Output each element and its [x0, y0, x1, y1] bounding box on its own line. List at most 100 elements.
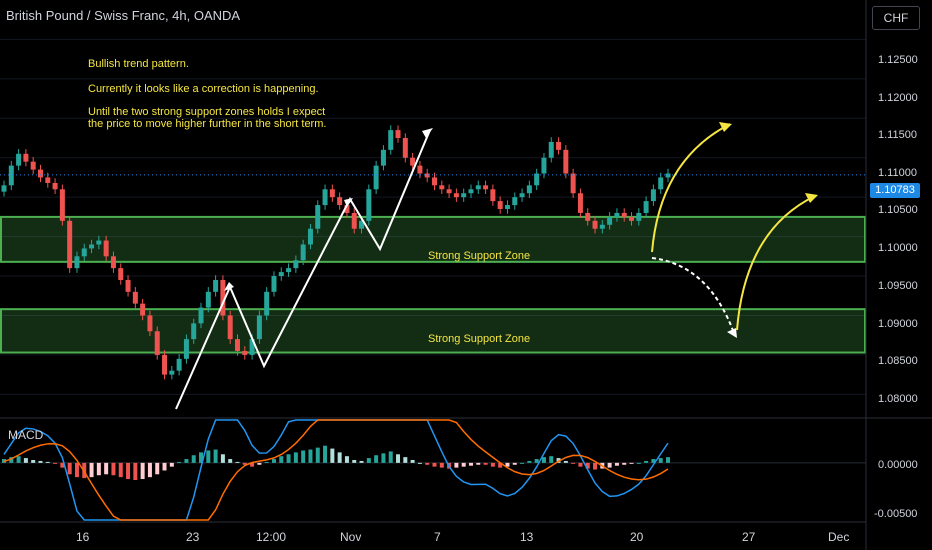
candle-body [344, 205, 350, 213]
candle-body [154, 331, 160, 355]
candle-body [366, 189, 372, 221]
x-tick: 7 [434, 530, 441, 544]
candle-body [59, 189, 65, 221]
candle-body [585, 212, 591, 221]
macd-tick: 0.00000 [878, 459, 918, 471]
signal-line [3, 419, 669, 521]
macd-bar [425, 462, 430, 465]
macd-bar [140, 462, 145, 480]
candle-body [424, 173, 430, 178]
candle-body [220, 279, 226, 316]
macd-bar [235, 461, 240, 463]
arrowhead [719, 122, 732, 132]
candle-body [147, 315, 153, 332]
macd-bar [242, 462, 247, 465]
support-zones [0, 215, 866, 354]
y-tick: 1.09000 [878, 318, 918, 330]
macd-bar [286, 454, 291, 463]
candle-body [234, 339, 240, 351]
macd-bar [417, 462, 422, 464]
macd-bar [520, 462, 525, 464]
macd-bar [271, 459, 276, 463]
candle-body [37, 169, 43, 178]
candle-body [103, 240, 109, 257]
candle-body [468, 189, 474, 194]
candle-body [110, 256, 116, 269]
candle-body [183, 339, 189, 359]
macd-bar [9, 457, 14, 463]
y-tick: 1.10000 [878, 242, 918, 254]
candle-body [249, 339, 255, 355]
candle-body [432, 177, 438, 186]
y-tick: 1.08500 [878, 355, 918, 367]
macd-bar [388, 451, 393, 463]
macd-bar [228, 459, 233, 463]
candle-body [439, 185, 445, 190]
x-tick: 23 [186, 530, 200, 544]
candle-body [402, 138, 408, 158]
macd-bar [293, 452, 298, 463]
candle-body [483, 185, 489, 190]
candle-body [395, 130, 401, 139]
candle-body [271, 276, 277, 292]
candle-body [417, 165, 423, 174]
macd-bar [476, 462, 481, 465]
macd-bar [16, 456, 21, 463]
macd-bar [264, 461, 269, 463]
macd-bar [257, 462, 262, 465]
macd-bar [527, 460, 532, 463]
candle-body [636, 212, 642, 221]
macd-bar [96, 462, 101, 476]
candle-body [132, 291, 138, 304]
macd-bar [636, 462, 641, 464]
macd-bar [541, 457, 546, 463]
macd-bar [374, 455, 379, 463]
candle-body [526, 185, 532, 194]
candle-body [519, 193, 525, 198]
candle-body [577, 193, 583, 213]
macd-bar [593, 462, 598, 470]
macd-bar [199, 452, 204, 463]
candle-body [322, 189, 328, 206]
candle-body [629, 216, 635, 221]
x-tick: 27 [742, 530, 756, 544]
macd-bar [607, 462, 612, 468]
candle-body [8, 165, 14, 186]
macd-bar [67, 462, 72, 475]
candle-body [497, 201, 503, 209]
x-tick: Dec [828, 530, 850, 544]
y-tick: 1.12500 [878, 54, 918, 66]
macd-bar [220, 454, 225, 463]
candle-body [205, 291, 211, 308]
macd-bar [585, 462, 590, 469]
candle-body [541, 157, 547, 174]
candle-body [307, 228, 313, 245]
macd-bar [468, 462, 473, 466]
macd-bar [644, 460, 649, 463]
macd-bar [534, 459, 539, 463]
candle-body [125, 279, 131, 292]
candle-body [278, 272, 284, 277]
x-tick: 12:00 [256, 530, 287, 544]
y-tick: 1.10500 [878, 204, 918, 216]
macd-bar [410, 460, 415, 463]
x-tick: 16 [76, 530, 90, 544]
last-price-tag: 1.10783 [870, 183, 920, 198]
macd-bar [133, 462, 138, 480]
candle-body [548, 141, 554, 158]
candle-body [227, 315, 233, 340]
macd-bar [658, 458, 663, 463]
candle-body [96, 240, 102, 245]
macd-bar [104, 462, 109, 475]
candle-body [81, 248, 87, 257]
macd-bar [279, 456, 284, 463]
arrowhead [344, 198, 353, 207]
candle-body [52, 182, 58, 190]
macd-bar [454, 462, 459, 468]
zigzag-trend [175, 129, 431, 410]
macd-bar [549, 456, 554, 463]
macd-bar [308, 449, 313, 463]
currency-button[interactable]: CHF [872, 6, 920, 30]
candle-body [191, 323, 197, 340]
